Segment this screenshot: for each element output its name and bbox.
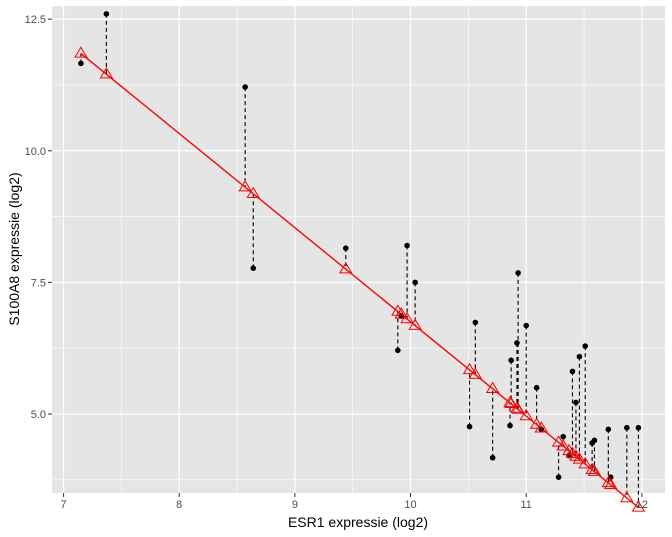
- x-tick-label: 7: [61, 499, 67, 511]
- observed-point: [250, 265, 257, 271]
- fitted-point: [468, 367, 483, 379]
- fitted-point: [587, 464, 602, 476]
- fitted-point: [99, 66, 114, 79]
- x-tick-label: 11: [520, 499, 531, 511]
- observed-point: [569, 368, 576, 375]
- fitted-point: [504, 396, 518, 409]
- y-tick-label: 10.0: [25, 146, 46, 158]
- y-tick-label: 12.5: [25, 14, 46, 26]
- fitted-point: [394, 307, 409, 319]
- observed-point: [560, 433, 567, 440]
- fitted-point: [400, 311, 414, 324]
- fitted-point: [603, 477, 618, 490]
- fitted-point: [631, 500, 646, 512]
- fitted-point: [569, 449, 583, 461]
- observed-point: [533, 384, 540, 391]
- fitted-point: [503, 395, 517, 408]
- fitted-point: [529, 417, 544, 429]
- fitted-point: [462, 362, 477, 375]
- observed-point: [508, 357, 514, 364]
- fitted-point: [585, 462, 599, 474]
- fitted-point: [534, 421, 549, 433]
- x-tick-label: 8: [176, 499, 182, 511]
- observed-point: [555, 474, 562, 481]
- panel-background: [52, 6, 665, 493]
- x-tick-label: 10: [404, 499, 416, 511]
- observed-point: [466, 423, 473, 430]
- x-tick-label: 12: [636, 499, 648, 511]
- observed-point: [523, 322, 530, 329]
- y-tick-label: 5.0: [31, 409, 46, 421]
- y-axis: 5.0 7.5 10.0 12.5: [25, 14, 52, 421]
- fitted-point: [620, 490, 634, 503]
- y-axis-title: S100A8 expressie (log2): [6, 172, 22, 325]
- observed-point: [342, 245, 349, 251]
- observed-point: [78, 60, 84, 67]
- fitted-point: [511, 402, 525, 414]
- fitted-point: [601, 475, 616, 488]
- fitted-point: [408, 318, 422, 330]
- fitted-point: [565, 446, 580, 458]
- fitted-point: [485, 381, 500, 393]
- observed-point: [538, 426, 545, 433]
- observed-point: [472, 319, 479, 326]
- observed-point: [576, 353, 583, 360]
- fitted-point: [74, 46, 88, 58]
- observed-point: [489, 454, 496, 461]
- observed-point: [591, 437, 598, 444]
- grid-minor: [52, 6, 665, 493]
- fitted-point: [238, 180, 252, 192]
- observed-point: [635, 424, 642, 431]
- observed-point: [242, 84, 248, 90]
- fitted-point: [562, 443, 576, 456]
- observed-point: [515, 270, 521, 276]
- fitted-points: [74, 46, 646, 512]
- fitted-point: [556, 439, 570, 451]
- fitted-point: [510, 401, 524, 413]
- x-tick-label: 9: [292, 499, 298, 511]
- observed-point: [404, 242, 410, 249]
- observed-point: [624, 424, 630, 431]
- observed-point: [514, 340, 520, 346]
- observed-point: [398, 313, 405, 319]
- observed-point: [395, 347, 401, 354]
- fitted-point: [391, 304, 405, 316]
- fitted-point: [246, 186, 261, 199]
- observed-point: [582, 343, 588, 349]
- observed-point: [103, 11, 110, 17]
- x-axis-title: ESR1 expressie (log2): [288, 514, 428, 530]
- fitted-point: [519, 408, 533, 421]
- observed-point: [412, 279, 418, 286]
- x-axis: 7 8 9 10 11 12: [61, 493, 648, 511]
- observed-point: [573, 399, 579, 406]
- y-tick-label: 7.5: [31, 277, 46, 289]
- fitted-point: [572, 452, 587, 464]
- fitted-point: [551, 435, 566, 447]
- fitted-point: [578, 456, 592, 469]
- observed-point: [507, 422, 513, 429]
- fitted-point: [339, 261, 353, 274]
- observed-point: [605, 426, 612, 433]
